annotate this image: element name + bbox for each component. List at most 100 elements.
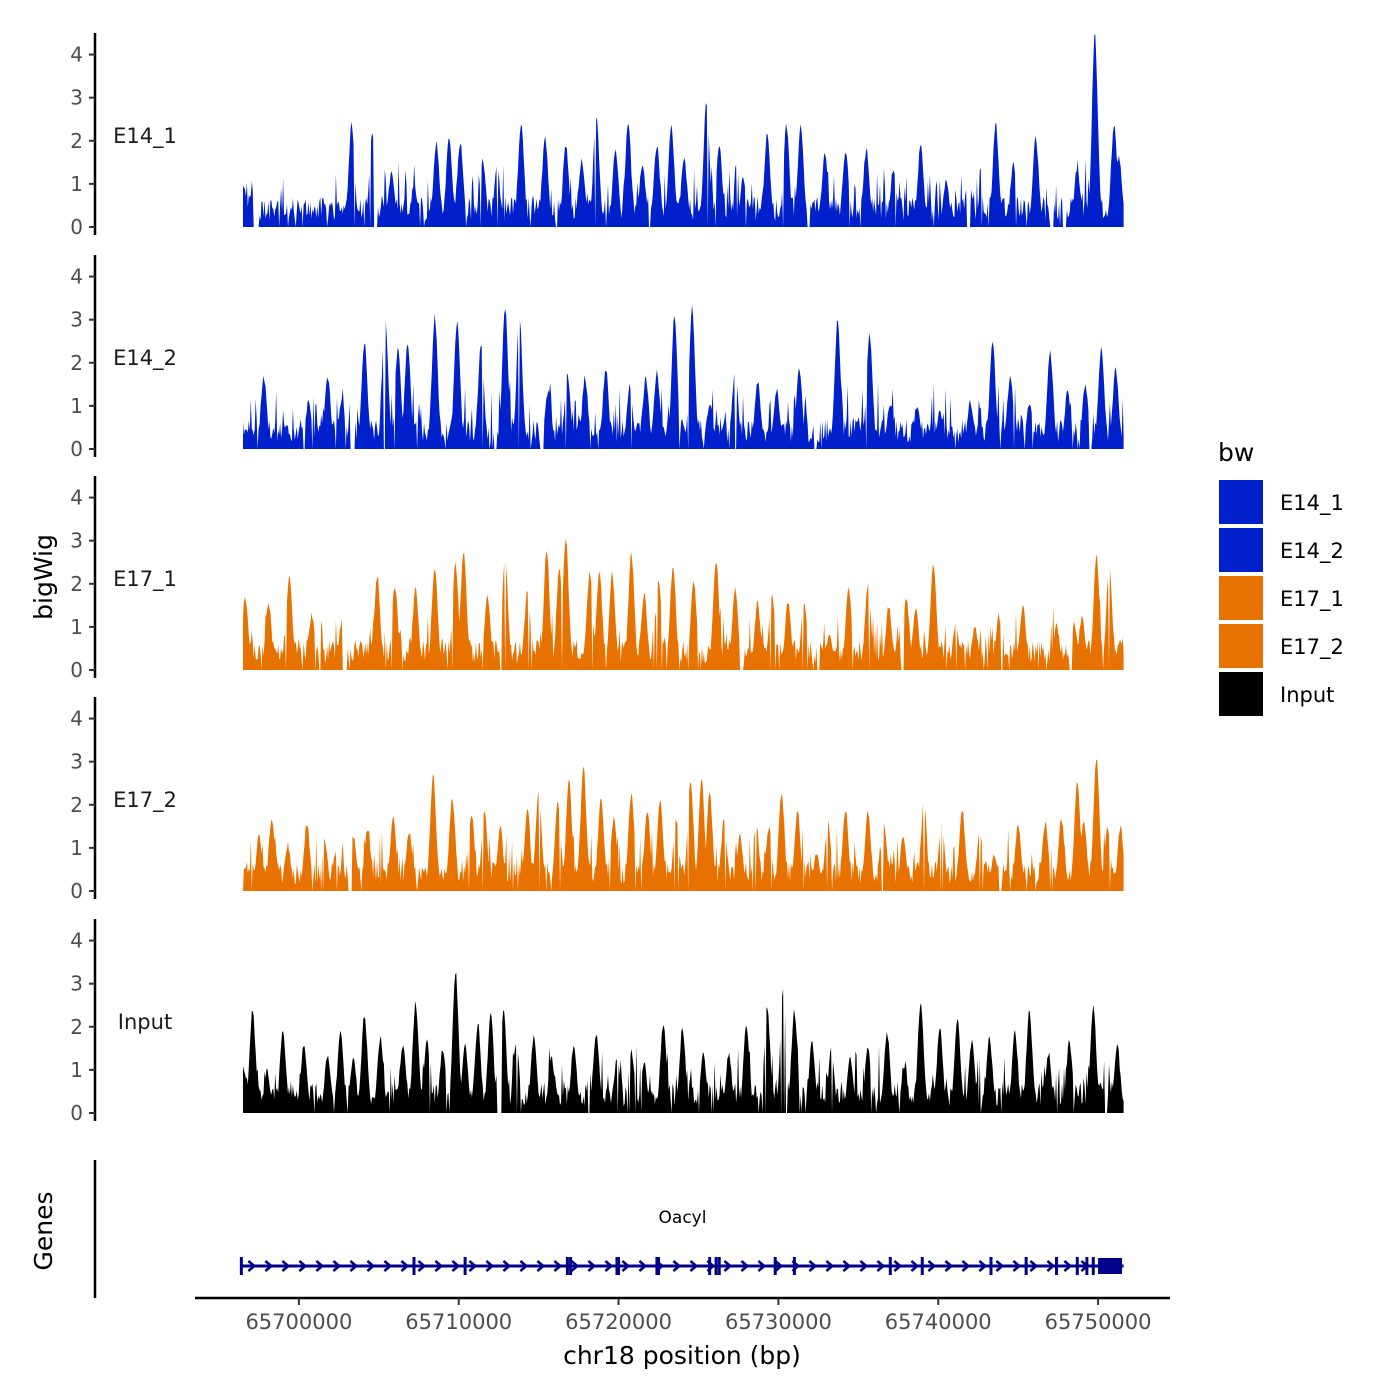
y-tick-label: 4 [70, 707, 83, 731]
legend-entry: E17_1 [1280, 587, 1344, 612]
signal-area [243, 34, 1124, 227]
strand-arrow [570, 1260, 580, 1272]
gene-panel: Oacyl [93, 1160, 1124, 1298]
x-tick-label: 65710000 [405, 1310, 512, 1334]
legend-entry: E14_1 [1280, 491, 1344, 516]
strand-arrow [723, 1260, 733, 1272]
strand-arrow [451, 1260, 461, 1272]
strand-arrow [366, 1260, 376, 1272]
strand-arrow [757, 1260, 767, 1272]
legend-swatch [1219, 576, 1263, 620]
legend-entry: E17_2 [1280, 635, 1344, 660]
y-tick-label: 3 [70, 308, 83, 332]
strand-arrow [859, 1260, 869, 1272]
signal-area [243, 538, 1124, 670]
strand-arrow [315, 1260, 325, 1272]
y-tick-label: 2 [70, 793, 83, 817]
signal-area [243, 304, 1124, 449]
strand-arrow [468, 1260, 478, 1272]
strand-arrow [944, 1260, 954, 1272]
x-tick-label: 65740000 [885, 1310, 992, 1334]
strand-arrow [672, 1260, 682, 1272]
track-label: E14_2 [113, 346, 177, 371]
y-tick-label: 4 [70, 486, 83, 510]
strand-arrow [417, 1260, 427, 1272]
track-e17-2: 0 1 2 3 4 E17_2 [70, 697, 1124, 903]
strand-arrow [893, 1260, 903, 1272]
track-e14-2: 0 1 2 3 4 E14_2 [70, 255, 1124, 461]
y-tick-label: 0 [70, 215, 83, 239]
x-tick-label: 65730000 [725, 1310, 832, 1334]
strand-arrow [808, 1260, 818, 1272]
strand-arrow [1063, 1260, 1073, 1272]
y-tick-label: 2 [70, 351, 83, 375]
strand-arrow [876, 1260, 886, 1272]
track-label: E17_1 [113, 567, 177, 592]
y-tick-label: 1 [70, 1058, 83, 1082]
y-tick-label: 3 [70, 750, 83, 774]
strand-arrow [910, 1260, 920, 1272]
strand-arrow [995, 1260, 1005, 1272]
strand-arrow [842, 1260, 852, 1272]
legend-entry: E14_2 [1280, 539, 1344, 564]
strand-arrow [434, 1260, 444, 1272]
strand-arrow [383, 1260, 393, 1272]
legend-title: bw [1218, 438, 1254, 467]
y-tick-label: 3 [70, 972, 83, 996]
strand-arrow [1046, 1260, 1056, 1272]
y-tick-label: 0 [70, 1101, 83, 1125]
track-label: E17_2 [113, 788, 177, 813]
y-tick-label: 3 [70, 86, 83, 110]
utr-block [1098, 1258, 1123, 1274]
y-tick-label: 0 [70, 658, 83, 682]
signal-area [243, 759, 1124, 891]
strand-arrow [740, 1260, 750, 1272]
strand-arrow [264, 1260, 274, 1272]
signal-area [243, 973, 1124, 1113]
track-label: E14_1 [113, 124, 177, 149]
y-tick-label: 4 [70, 265, 83, 289]
track-e14-1: 0 1 2 3 4 E14_1 [70, 33, 1124, 239]
strand-arrow [774, 1260, 784, 1272]
strand-arrow [400, 1260, 410, 1272]
strand-arrow [349, 1260, 359, 1272]
strand-arrow [247, 1260, 257, 1272]
legend-swatch [1219, 480, 1263, 524]
y-tick-label: 1 [70, 836, 83, 860]
legend-entry: Input [1280, 683, 1334, 707]
strand-arrow [298, 1260, 308, 1272]
y-tick-label: 3 [70, 529, 83, 553]
track-panels: 0 1 2 3 4 E14_1 0 1 2 3 4 E14_2 0 1 2 3 4 E17_1 0 1 2 3 4 E17_2… [70, 33, 1124, 1125]
strand-arrow [485, 1260, 495, 1272]
x-tick-label: 65700000 [245, 1310, 352, 1334]
strand-arrow [332, 1260, 342, 1272]
y-tick-label: 1 [70, 394, 83, 418]
y-axis-title: bigWig [29, 534, 58, 620]
y-tick-label: 1 [70, 172, 83, 196]
y-tick-label: 4 [70, 929, 83, 953]
x-tick-label: 65750000 [1045, 1310, 1152, 1334]
gene-name-label: Oacyl [659, 1208, 707, 1228]
strand-arrow [961, 1260, 971, 1272]
x-axis-title: chr18 position (bp) [563, 1341, 801, 1370]
strand-arrow [689, 1260, 699, 1272]
y-tick-label: 0 [70, 437, 83, 461]
y-tick-label: 1 [70, 615, 83, 639]
x-tick-label: 65720000 [565, 1310, 672, 1334]
y-tick-label: 4 [70, 43, 83, 67]
y-tick-label: 0 [70, 879, 83, 903]
genes-axis-title: Genes [29, 1191, 58, 1270]
strand-arrow [825, 1260, 835, 1272]
strand-arrow [553, 1260, 563, 1272]
legend-swatch [1219, 672, 1263, 716]
track-label: Input [118, 1010, 172, 1034]
strand-arrow [978, 1260, 988, 1272]
legend: bw E14_1 E14_2 E17_1 E17_2 Input [1218, 438, 1344, 716]
strand-arrow [519, 1260, 529, 1272]
strand-arrow [536, 1260, 546, 1272]
strand-arrow [621, 1260, 631, 1272]
strand-arrow [1029, 1260, 1039, 1272]
track-e17-1: 0 1 2 3 4 E17_1 [70, 476, 1124, 682]
strand-arrow [502, 1260, 512, 1272]
